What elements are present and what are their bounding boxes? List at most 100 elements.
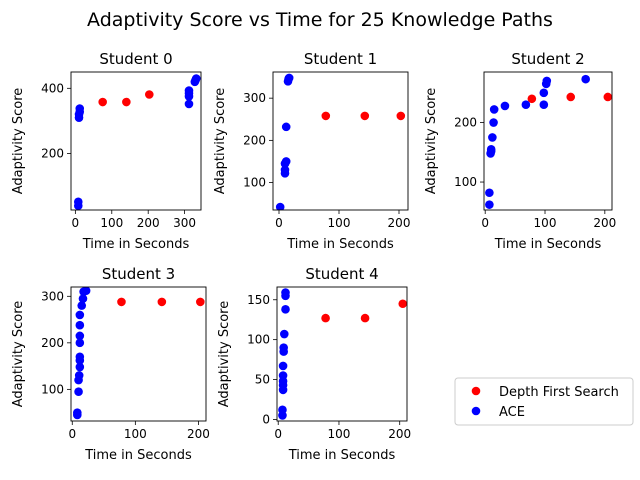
point-ace <box>75 104 85 113</box>
panel-title: Student 2 <box>511 50 584 68</box>
point-ace <box>75 320 85 330</box>
point-ace <box>280 165 290 175</box>
y-axis-label: Adaptivity Score <box>11 301 26 407</box>
point-depth-first-search <box>157 297 167 307</box>
x-tick-label: 100 <box>328 427 351 441</box>
y-axis-label: Adaptivity Score <box>11 88 26 194</box>
data-points <box>275 73 406 210</box>
y-tick-label: 200 <box>41 336 64 350</box>
point-ace <box>184 86 194 95</box>
y-axis-label: Adaptivity Score <box>424 88 439 194</box>
point-ace <box>539 100 549 110</box>
point-ace <box>489 118 498 127</box>
data-points <box>485 74 612 209</box>
point-ace <box>281 288 290 297</box>
x-axis-label: Time in Seconds <box>288 448 396 463</box>
data-points <box>278 288 407 420</box>
data-points <box>73 287 205 420</box>
x-tick-label: 200 <box>593 216 616 230</box>
legend-frame <box>454 377 634 426</box>
x-axis-label: Time in Seconds <box>82 237 190 252</box>
panel-student-2: Student 2 0 100 200 100 200 Time in Seconds Ada… <box>424 50 616 252</box>
x-tick-label: 200 <box>187 427 210 441</box>
x-tick-label: 100 <box>100 216 123 230</box>
point-ace <box>500 101 510 111</box>
point-ace <box>521 100 531 110</box>
point-ace <box>275 202 285 210</box>
point-depth-first-search <box>321 313 330 323</box>
x-tick-label: 200 <box>388 216 411 230</box>
point-ace <box>75 362 85 372</box>
point-ace <box>74 371 84 380</box>
point-ace <box>539 88 549 98</box>
point-depth-first-search <box>122 97 131 107</box>
point-depth-first-search <box>603 92 612 102</box>
x-axis-label: Time in Seconds <box>84 448 192 463</box>
point-depth-first-search <box>117 297 126 307</box>
point-ace <box>75 310 85 320</box>
y-tick-label: 300 <box>243 91 266 105</box>
axes-frame <box>70 286 207 422</box>
point-depth-first-search <box>360 313 370 323</box>
y-tick-label: 400 <box>41 81 64 95</box>
point-ace <box>542 76 552 86</box>
point-ace <box>488 133 497 142</box>
x-tick-label: 300 <box>173 216 196 230</box>
x-tick-label: 200 <box>388 427 411 441</box>
panel-student-1: Student 1 0 100 200 100 200 300 Time in Seconds… <box>213 50 410 252</box>
point-depth-first-search <box>321 111 331 121</box>
x-tick-label: 0 <box>275 216 283 230</box>
point-ace <box>485 200 494 209</box>
point-depth-first-search <box>396 111 406 121</box>
y-tick-label: 200 <box>41 147 64 161</box>
y-tick-label: 100 <box>454 175 477 189</box>
y-tick-label: 100 <box>247 333 270 347</box>
point-depth-first-search <box>360 111 370 121</box>
point-ace <box>77 301 87 310</box>
x-tick-label: 100 <box>328 216 351 230</box>
x-tick-label: 100 <box>124 427 147 441</box>
point-ace <box>73 408 82 417</box>
y-tick-label: 200 <box>454 116 477 130</box>
point-depth-first-search <box>196 297 205 307</box>
y-tick-label: 100 <box>243 176 266 190</box>
x-tick-label: 100 <box>534 216 557 230</box>
y-tick-label: 50 <box>255 373 270 387</box>
y-tick-label: 200 <box>243 133 266 147</box>
x-axis-label: Time in Seconds <box>286 237 394 252</box>
figure-title: Adaptivity Score vs Time for 25 Knowledg… <box>87 9 553 31</box>
legend-label: ACE <box>499 405 525 420</box>
point-ace <box>281 157 291 166</box>
point-ace <box>485 188 494 198</box>
point-ace <box>78 294 88 303</box>
x-tick-label: 0 <box>481 216 489 230</box>
point-ace <box>75 331 85 341</box>
point-ace <box>278 405 287 415</box>
y-tick-label: 0 <box>262 412 270 426</box>
axes-frame <box>272 71 409 211</box>
panel-title: Student 3 <box>102 265 175 283</box>
point-depth-first-search <box>98 97 107 107</box>
point-ace <box>279 329 289 339</box>
axes-frame <box>483 71 613 211</box>
point-ace <box>278 371 288 380</box>
y-tick-label: 300 <box>41 289 64 303</box>
legend-marker <box>471 386 481 396</box>
point-depth-first-search <box>144 90 154 99</box>
point-ace <box>281 305 290 314</box>
x-tick-label: 200 <box>137 216 160 230</box>
point-ace <box>184 99 194 109</box>
legend-label: Depth First Search <box>499 385 619 400</box>
panel-title: Student 4 <box>305 265 378 283</box>
x-tick-label: 0 <box>72 216 80 230</box>
legend-marker <box>471 406 481 416</box>
axes-frame <box>276 286 408 422</box>
y-tick-label: 150 <box>247 293 270 307</box>
panel-student-3: Student 3 0 100 200 100 200 300 Time in Seconds… <box>11 265 210 463</box>
point-ace <box>75 338 85 348</box>
point-depth-first-search <box>566 92 576 102</box>
x-tick-label: 0 <box>274 427 282 441</box>
y-axis-label: Adaptivity Score <box>213 88 228 194</box>
point-ace <box>278 361 288 371</box>
